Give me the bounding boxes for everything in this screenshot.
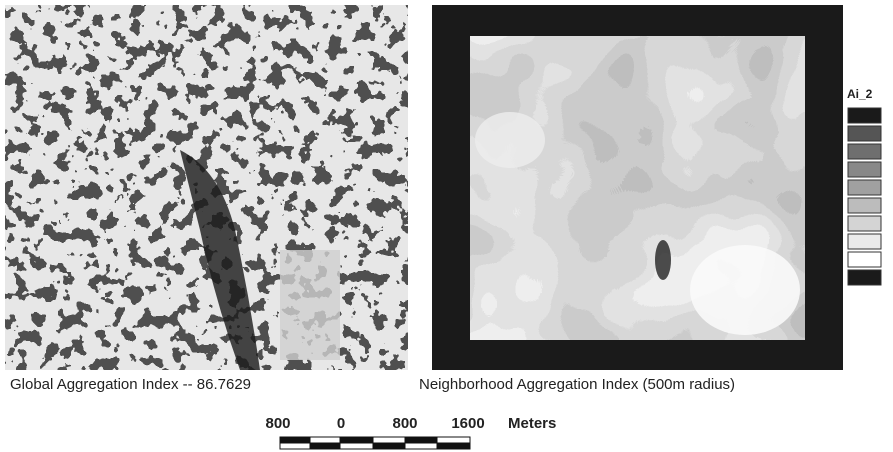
legend-swatch [848, 216, 881, 231]
scale-segment [340, 443, 373, 449]
low-zone [655, 240, 671, 280]
legend-swatch [848, 270, 881, 285]
legend-swatch [848, 252, 881, 267]
right-caption: Neighborhood Aggregation Index (500m rad… [419, 376, 735, 393]
right-map [432, 5, 843, 370]
legend-swatch [848, 234, 881, 249]
scale-segment [310, 443, 340, 449]
scale-unit: Meters [508, 415, 556, 432]
legend-swatch [848, 198, 881, 213]
scale-bar: 800 0 800 1600 Meters [265, 415, 556, 449]
scale-segment [373, 437, 405, 443]
legend-swatch [848, 126, 881, 141]
legend-swatch [848, 180, 881, 195]
legend-title: Ai_2 [847, 87, 873, 101]
scale-segment [373, 443, 405, 449]
scale-label: 800 [392, 415, 417, 432]
left-map [5, 5, 408, 370]
scale-segment [310, 437, 340, 443]
scale-segment [340, 437, 373, 443]
legend: Ai_2 [847, 87, 881, 285]
legend-swatch [848, 108, 881, 123]
scale-segment [405, 443, 437, 449]
scale-segment [280, 443, 310, 449]
scale-segment [437, 443, 470, 449]
scale-label: 0 [337, 415, 345, 432]
light-patch [280, 250, 340, 360]
legend-swatch [848, 162, 881, 177]
scale-segment [405, 437, 437, 443]
legend-swatch [848, 144, 881, 159]
scale-label: 800 [265, 415, 290, 432]
left-caption: Global Aggregation Index -- 86.7629 [10, 376, 251, 393]
high-zone [475, 112, 545, 168]
scale-segment [280, 437, 310, 443]
high-zone [690, 245, 800, 335]
scale-segment [437, 437, 470, 443]
figure: Global Aggregation Index -- 86.7629 Neig… [0, 0, 893, 452]
scale-label: 1600 [451, 415, 484, 432]
